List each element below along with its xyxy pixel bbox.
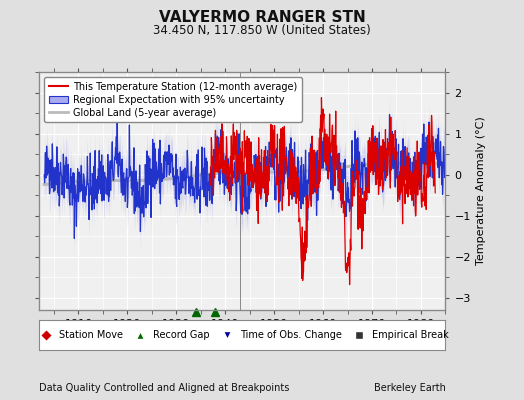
Legend: This Temperature Station (12-month average), Regional Expectation with 95% uncer: This Temperature Station (12-month avera… xyxy=(44,77,302,122)
Legend: Station Move, Record Gap, Time of Obs. Change, Empirical Break: Station Move, Record Gap, Time of Obs. C… xyxy=(32,326,452,344)
Text: 34.450 N, 117.850 W (United States): 34.450 N, 117.850 W (United States) xyxy=(153,24,371,37)
Text: VALYERMO RANGER STN: VALYERMO RANGER STN xyxy=(159,10,365,25)
Y-axis label: Temperature Anomaly (°C): Temperature Anomaly (°C) xyxy=(476,117,486,265)
Text: Berkeley Earth: Berkeley Earth xyxy=(374,383,445,393)
Text: Data Quality Controlled and Aligned at Breakpoints: Data Quality Controlled and Aligned at B… xyxy=(39,383,290,393)
